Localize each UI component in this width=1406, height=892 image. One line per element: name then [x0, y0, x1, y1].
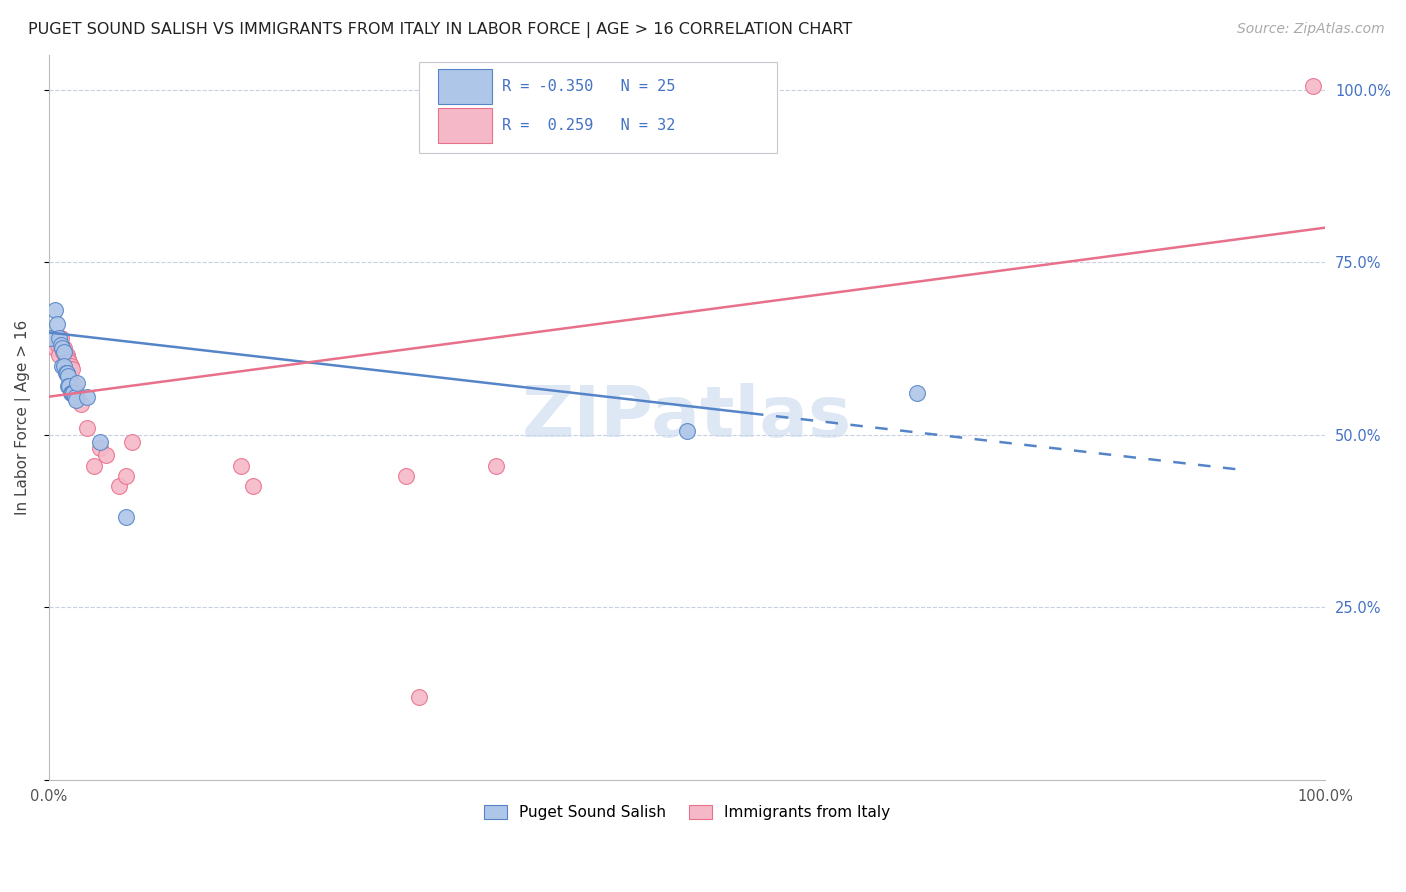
- Point: [108, 479, 131, 493]
- Point: [59, 359, 82, 373]
- Point: [60, 386, 83, 401]
- Point: [96, 448, 118, 462]
- Y-axis label: In Labor Force | Age > 16: In Labor Force | Age > 16: [15, 319, 31, 515]
- Point: [55, 348, 77, 362]
- Point: [53, 344, 76, 359]
- Point: [51, 342, 73, 356]
- Point: [62, 386, 84, 401]
- Point: [58, 368, 80, 383]
- Point: [121, 434, 143, 449]
- Point: [63, 379, 86, 393]
- Point: [65, 393, 87, 408]
- Point: [58, 379, 80, 393]
- Point: [56, 366, 79, 380]
- Point: [62, 383, 84, 397]
- Point: [70, 396, 93, 410]
- Point: [905, 386, 928, 401]
- Point: [60, 362, 83, 376]
- Point: [58, 359, 80, 373]
- FancyBboxPatch shape: [439, 108, 492, 143]
- Text: PUGET SOUND SALISH VS IMMIGRANTS FROM ITALY IN LABOR FORCE | AGE > 16 CORRELATIO: PUGET SOUND SALISH VS IMMIGRANTS FROM IT…: [28, 22, 852, 38]
- Point: [89, 442, 111, 456]
- Point: [56, 348, 79, 362]
- Point: [53, 342, 76, 356]
- Point: [45, 317, 67, 331]
- Point: [60, 376, 83, 390]
- Point: [485, 458, 508, 473]
- Point: [48, 348, 70, 362]
- Point: [51, 359, 73, 373]
- Point: [66, 376, 89, 390]
- Point: [51, 342, 73, 356]
- Point: [49, 338, 72, 352]
- Point: [65, 386, 87, 401]
- Point: [408, 690, 430, 704]
- Point: [58, 379, 80, 393]
- Point: [676, 424, 699, 438]
- Point: [44, 342, 66, 356]
- Point: [58, 351, 80, 366]
- Point: [55, 366, 77, 380]
- Text: R = -0.350   N = 25: R = -0.350 N = 25: [502, 78, 675, 94]
- Point: [114, 510, 136, 524]
- Point: [48, 331, 70, 345]
- Point: [63, 390, 86, 404]
- Point: [52, 344, 75, 359]
- Point: [83, 458, 105, 473]
- Point: [76, 421, 98, 435]
- Point: [114, 469, 136, 483]
- Legend: Puget Sound Salish, Immigrants from Italy: Puget Sound Salish, Immigrants from Ital…: [478, 799, 897, 826]
- Point: [39, 331, 62, 345]
- Point: [76, 390, 98, 404]
- Text: Source: ZipAtlas.com: Source: ZipAtlas.com: [1237, 22, 1385, 37]
- Point: [242, 479, 264, 493]
- Point: [59, 386, 82, 401]
- Point: [49, 331, 72, 345]
- Text: ZIPatlas: ZIPatlas: [522, 383, 852, 452]
- Point: [395, 469, 418, 483]
- Point: [58, 355, 80, 369]
- Point: [1302, 79, 1324, 94]
- Point: [89, 434, 111, 449]
- FancyBboxPatch shape: [439, 69, 492, 104]
- Point: [46, 338, 69, 352]
- FancyBboxPatch shape: [419, 62, 776, 153]
- Point: [53, 359, 76, 373]
- Text: R =  0.259   N = 32: R = 0.259 N = 32: [502, 118, 675, 133]
- Point: [229, 458, 252, 473]
- Point: [44, 303, 66, 318]
